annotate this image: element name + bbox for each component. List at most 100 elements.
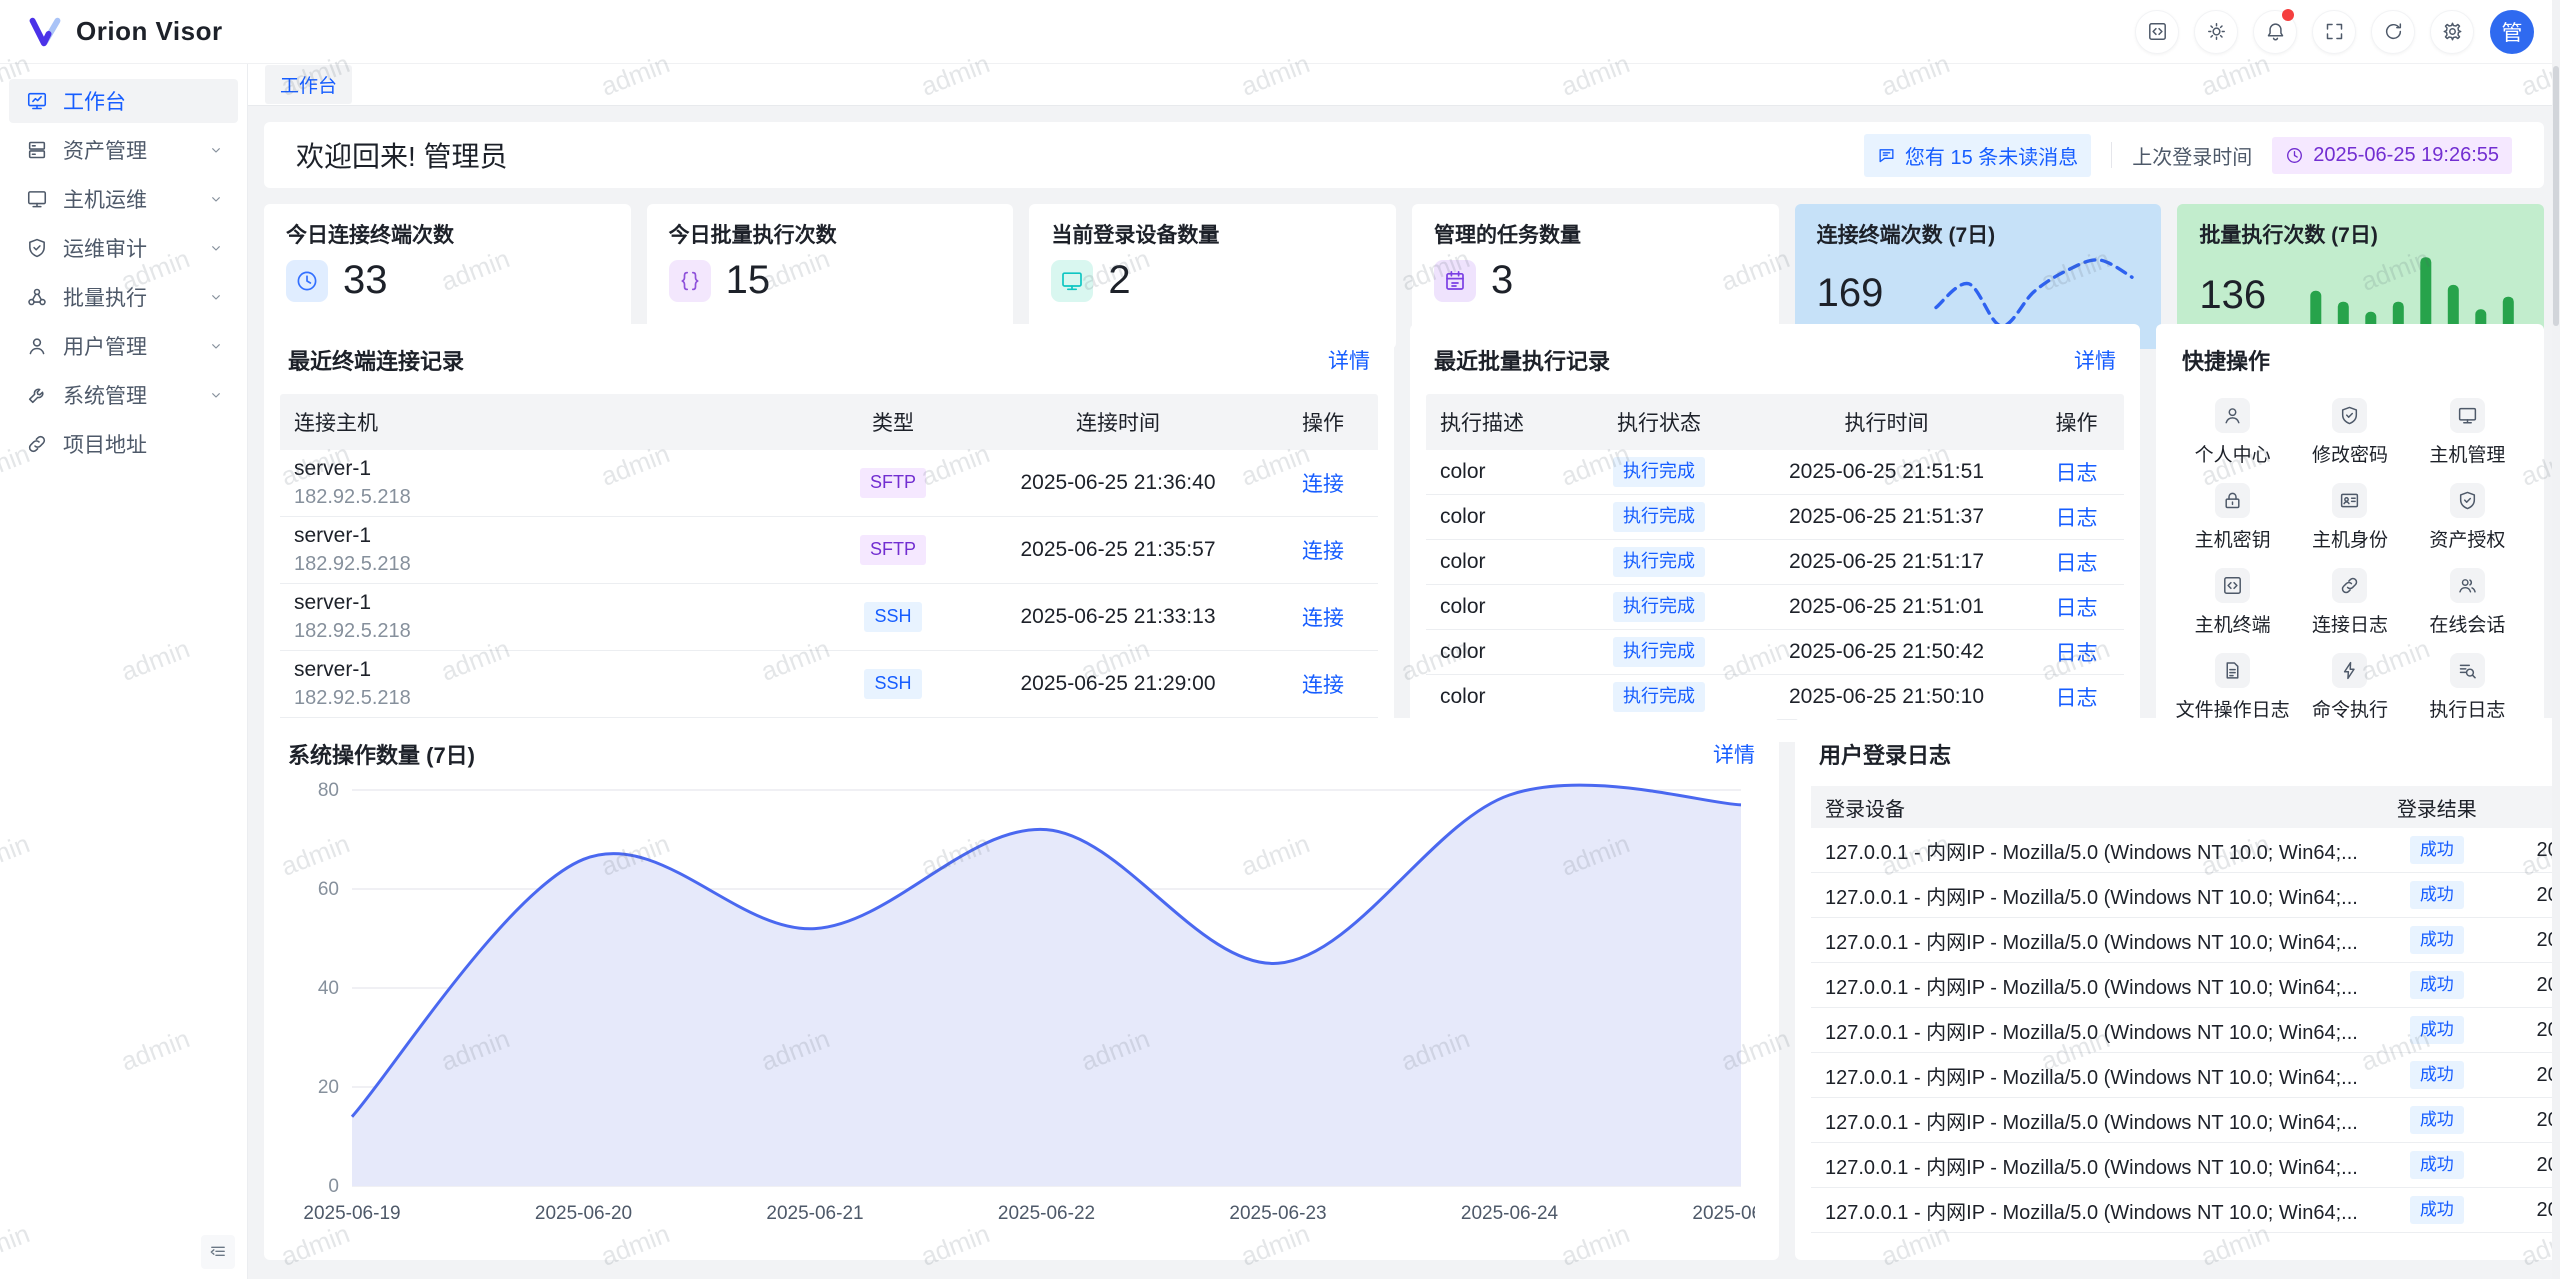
svg-text:2025-06-23: 2025-06-23 (1229, 1203, 1326, 1224)
result-badge: 成功 (2409, 835, 2464, 865)
user-avatar[interactable]: 管 (2490, 9, 2534, 54)
clock-icon (286, 259, 328, 302)
chevron-down-icon (208, 191, 224, 207)
notification-dot (2282, 8, 2294, 21)
sidebar-item-label: 主机运维 (63, 189, 147, 212)
type-badge: SFTP (859, 468, 926, 498)
system-operations-detail-link[interactable]: 详情 (1713, 744, 1755, 767)
table-row: color 执行完成 2025-06-25 21:51:37 日志 (1426, 495, 2124, 540)
status-badge: 执行完成 (1613, 502, 1705, 532)
quick-action[interactable]: 主机密钥 (2174, 483, 2291, 552)
monitor-icon (1051, 259, 1094, 302)
svg-text:2025-06-24: 2025-06-24 (1461, 1203, 1559, 1224)
sidebar-item[interactable]: 主机运维 (9, 177, 238, 221)
header-action-button[interactable] (2430, 9, 2474, 54)
log-link[interactable]: 日志 (2055, 597, 2098, 620)
header-action-button[interactable] (2253, 8, 2297, 54)
log-link[interactable]: 日志 (2055, 552, 2098, 575)
header-action-button[interactable] (2312, 9, 2356, 54)
svg-text:60: 60 (318, 879, 339, 900)
execution-time: 2025-06-25 21:51:37 (1789, 505, 1984, 528)
lock-icon (2215, 483, 2251, 518)
divider (2111, 142, 2113, 168)
tab-workbench[interactable]: 工作台 (265, 65, 353, 104)
result-badge: 成功 (2409, 1195, 2464, 1225)
stat-card-title: 今日连接终端次数 (286, 224, 454, 247)
host-name: server-1 (294, 658, 372, 682)
svg-text:2025-06-21: 2025-06-21 (766, 1203, 863, 1224)
stats-row: 今日连接终端次数 33 今日批量执行次数 (264, 204, 2544, 349)
connect-link[interactable]: 连接 (1302, 607, 1344, 630)
connect-link[interactable]: 连接 (1302, 473, 1344, 496)
connect-link[interactable]: 连接 (1302, 540, 1344, 563)
code-square-icon (2147, 21, 2168, 42)
collapse-sidebar-button[interactable] (201, 1235, 235, 1269)
recent-executions-detail-link[interactable]: 详情 (2074, 350, 2116, 373)
sidebar-item[interactable]: 运维审计 (9, 226, 238, 270)
shield-check-icon (2332, 398, 2368, 433)
top-header: Orion Visor (0, 0, 2560, 64)
tabs-bar: 工作台 (248, 64, 2560, 106)
quick-action[interactable]: 主机身份 (2291, 483, 2408, 552)
stat-card-title: 批量执行次数 (7日) (2199, 224, 2378, 247)
sidebar-item[interactable]: 用户管理 (9, 324, 238, 368)
chevron-down-icon (208, 289, 224, 305)
login-device: 127.0.0.1 - 内网IP - Mozilla/5.0 (Windows … (1825, 886, 2358, 909)
header-action-button[interactable] (2194, 9, 2238, 54)
header-action-button[interactable] (2371, 9, 2415, 54)
table-row: server-1 182.92.5.218 SFTP 2025-06-25 21… (280, 450, 1378, 517)
sidebar-item[interactable]: 项目地址 (9, 422, 238, 466)
chevron-down-icon (208, 387, 224, 403)
link-icon (26, 433, 48, 455)
quick-action-label: 文件操作日志 (2175, 700, 2290, 721)
host-name: server-1 (294, 524, 372, 548)
sidebar-item[interactable]: 工作台 (9, 79, 238, 123)
quick-action[interactable]: 修改密码 (2291, 398, 2408, 467)
mid-row: 最近终端连接记录 详情 连接主机 类型 连接时间 操作 (264, 324, 2544, 742)
quick-action[interactable]: 连接日志 (2291, 568, 2408, 637)
connect-link[interactable]: 连接 (1302, 674, 1344, 697)
shield-check-icon (26, 237, 48, 259)
execution-time: 2025-06-25 21:50:10 (1789, 685, 1984, 708)
quick-action[interactable]: 个人中心 (2174, 398, 2291, 467)
log-link[interactable]: 日志 (2055, 462, 2098, 485)
header-action-button[interactable] (2135, 9, 2179, 54)
quick-actions-title: 快捷操作 (2182, 349, 2271, 374)
table-row: 127.0.0.1 - 内网IP - Mozilla/5.0 (Windows … (1811, 1053, 2560, 1098)
lightning-icon (2332, 653, 2368, 688)
app-shell: 工作台 资产管理 主机运维 (0, 64, 2560, 1279)
sidebar-item[interactable]: 批量执行 (9, 275, 238, 319)
quick-action[interactable]: 主机管理 (2409, 398, 2526, 467)
quick-action[interactable]: 文件操作日志 (2174, 653, 2291, 722)
log-link[interactable]: 日志 (2055, 507, 2098, 530)
unread-messages-badge[interactable]: 您有 15 条未读消息 (1863, 133, 2092, 177)
recent-connections-detail-link[interactable]: 详情 (1328, 350, 1370, 373)
connect-time: 2025-06-25 21:29:00 (1020, 672, 1216, 695)
table-row: 127.0.0.1 - 内网IP - Mozilla/5.0 (Windows … (1811, 828, 2560, 873)
login-logs-card: 用户登录日志 详情 登录设备 登录结果 登录时间 127. (1795, 718, 2560, 1260)
host-ip: 182.92.5.218 (294, 619, 411, 642)
welcome-right: 您有 15 条未读消息 上次登录时间 2025-06-25 19:26:55 (1863, 133, 2512, 177)
search-list-icon (2449, 653, 2485, 688)
monitor-icon (2449, 398, 2485, 433)
quick-action[interactable]: 执行日志 (2409, 653, 2526, 722)
log-link[interactable]: 日志 (2055, 642, 2098, 665)
executions-table-body: color 执行完成 2025-06-25 21:51:51 日志 color … (1410, 450, 2140, 720)
sidebar-item[interactable]: 资产管理 (9, 128, 238, 172)
scrollbar-thumb[interactable] (2553, 66, 2559, 326)
user-icon (26, 335, 48, 357)
host-name: server-1 (294, 591, 372, 615)
dashboard-icon (26, 90, 48, 112)
quick-action[interactable]: 命令执行 (2291, 653, 2408, 722)
log-link[interactable]: 日志 (2055, 687, 2098, 710)
sun-icon (2206, 21, 2227, 42)
table-row: 127.0.0.1 - 内网IP - Mozilla/5.0 (Windows … (1811, 1008, 2560, 1053)
quick-action[interactable]: 在线会话 (2409, 568, 2526, 637)
fullscreen-icon (2324, 21, 2345, 42)
link-icon (2332, 568, 2368, 603)
quick-action[interactable]: 主机终端 (2174, 568, 2291, 637)
quick-action[interactable]: 资产授权 (2409, 483, 2526, 552)
file-text-icon (2215, 653, 2251, 688)
sidebar-item[interactable]: 系统管理 (9, 373, 238, 417)
status-badge: 执行完成 (1613, 682, 1705, 712)
